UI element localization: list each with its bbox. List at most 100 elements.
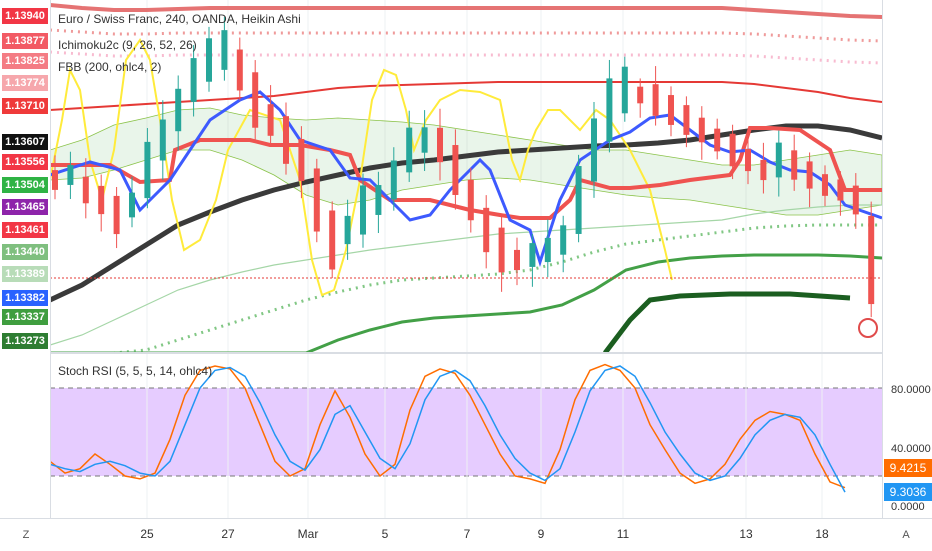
stoch-d-value-badge: 9.3036 bbox=[884, 483, 932, 501]
auto-scale-left-button[interactable]: Z bbox=[22, 529, 30, 541]
price-scale-right[interactable]: 80.0000 40.0000 0.0000 9.4215 9.3036 bbox=[882, 0, 932, 518]
candle bbox=[529, 234, 536, 287]
candle bbox=[745, 135, 751, 185]
stoch-rsi-chart bbox=[50, 354, 882, 518]
candle bbox=[252, 60, 259, 140]
candle bbox=[467, 167, 474, 233]
candle bbox=[52, 155, 58, 200]
time-label: Mar bbox=[297, 527, 319, 541]
candle bbox=[236, 37, 243, 101]
candle bbox=[159, 100, 166, 181]
stoch-tick-80: 80.0000 bbox=[891, 384, 931, 396]
candle bbox=[775, 130, 782, 197]
stoch-k-line bbox=[50, 363, 846, 489]
fbb-lower-band-thin bbox=[50, 204, 882, 346]
fbb-upper-band-3 bbox=[50, 50, 882, 65]
candle bbox=[129, 176, 135, 228]
price-label: 1.13440 bbox=[2, 244, 48, 260]
candle bbox=[452, 129, 459, 210]
candle bbox=[606, 59, 613, 153]
candle bbox=[298, 126, 305, 199]
candle bbox=[837, 171, 844, 216]
candle bbox=[206, 26, 212, 92]
price-chart-pane[interactable]: Euro / Swiss Franc, 240, OANDA, Heikin A… bbox=[50, 0, 882, 353]
candle bbox=[683, 96, 690, 148]
price-label: 1.13461 bbox=[2, 222, 48, 238]
candle bbox=[267, 85, 274, 147]
time-label: 5 bbox=[381, 527, 389, 541]
tradingview-logo-icon bbox=[858, 318, 878, 338]
time-label: 27 bbox=[221, 527, 235, 541]
stoch-rsi-pane[interactable]: Stoch RSI (5, 5, 5, 14, ohlc4) bbox=[50, 354, 882, 518]
price-scale-left[interactable]: 1.13940 1.13877 1.13825 1.13774 1.13710 1.136… bbox=[0, 0, 51, 518]
price-label: 1.13774 bbox=[2, 75, 48, 91]
time-label: 25 bbox=[140, 527, 154, 541]
stoch-k-value-badge: 9.4215 bbox=[884, 459, 932, 477]
price-label: 1.13504 bbox=[2, 177, 48, 193]
candle bbox=[329, 201, 336, 279]
candle bbox=[175, 75, 182, 151]
moving-average bbox=[50, 123, 882, 303]
fbb-lower-band-2 bbox=[50, 223, 882, 353]
candle bbox=[868, 201, 875, 318]
fbb-legend[interactable]: FBB (200, ohlc4, 2) bbox=[58, 60, 162, 74]
chart-title-legend[interactable]: Euro / Swiss Franc, 240, OANDA, Heikin A… bbox=[58, 12, 301, 26]
time-label: 11 bbox=[616, 527, 630, 541]
candle bbox=[514, 237, 520, 286]
price-label: 1.13607 bbox=[2, 134, 48, 150]
time-label: 7 bbox=[463, 527, 471, 541]
stoch-rsi-legend[interactable]: Stoch RSI (5, 5, 5, 14, ohlc4) bbox=[58, 364, 213, 378]
candle bbox=[406, 110, 413, 182]
stoch-d-line bbox=[50, 365, 846, 493]
stoch-tick-40: 40.0000 bbox=[891, 443, 931, 455]
candle bbox=[344, 199, 351, 260]
fbb-upper-band-2 bbox=[50, 28, 882, 43]
auto-scale-right-button[interactable]: A bbox=[902, 529, 910, 541]
candle bbox=[698, 106, 705, 160]
candle bbox=[760, 142, 767, 194]
candle bbox=[806, 152, 813, 208]
candle bbox=[67, 151, 74, 200]
candle bbox=[637, 78, 644, 118]
fbb-lower-band-4 bbox=[603, 291, 851, 353]
price-label: 1.13337 bbox=[2, 309, 48, 325]
stoch-band bbox=[50, 388, 882, 476]
candle bbox=[652, 66, 659, 126]
price-label: 1.13465 bbox=[2, 199, 48, 215]
candle bbox=[483, 195, 490, 269]
candle bbox=[144, 128, 151, 209]
fbb-basis bbox=[50, 81, 882, 111]
candle bbox=[544, 219, 551, 278]
fbb-upper-band bbox=[50, 3, 882, 19]
candle bbox=[190, 45, 197, 117]
price-label: 1.13940 bbox=[2, 8, 48, 24]
candle bbox=[560, 215, 567, 273]
candle bbox=[360, 173, 366, 248]
time-label: 13 bbox=[739, 527, 753, 541]
price-label: 1.13825 bbox=[2, 53, 48, 69]
price-label: 1.13382 bbox=[2, 290, 48, 306]
candle bbox=[82, 158, 89, 219]
time-label: 18 bbox=[815, 527, 829, 541]
price-label: 1.13273 bbox=[2, 333, 48, 349]
candle bbox=[822, 165, 828, 207]
candle bbox=[591, 101, 597, 198]
candle bbox=[313, 158, 320, 243]
candle bbox=[375, 171, 382, 234]
candle bbox=[113, 187, 120, 249]
ichimoku-legend[interactable]: Ichimoku2c (9, 26, 52, 26) bbox=[58, 38, 197, 52]
candle bbox=[98, 174, 105, 232]
pane-separator[interactable] bbox=[0, 352, 932, 354]
candle bbox=[421, 110, 428, 172]
time-label: 9 bbox=[537, 527, 545, 541]
price-label: 1.13877 bbox=[2, 33, 48, 49]
time-axis[interactable]: Z A 25 27 Mar 5 7 9 11 13 18 bbox=[0, 518, 932, 551]
fbb-lower-band-3 bbox=[50, 253, 882, 353]
candle bbox=[852, 173, 859, 229]
candle bbox=[668, 86, 674, 137]
price-label: 1.13556 bbox=[2, 154, 48, 170]
price-label: 1.13710 bbox=[2, 98, 48, 114]
candle bbox=[498, 216, 505, 292]
candle bbox=[390, 147, 397, 211]
candle bbox=[714, 118, 721, 160]
